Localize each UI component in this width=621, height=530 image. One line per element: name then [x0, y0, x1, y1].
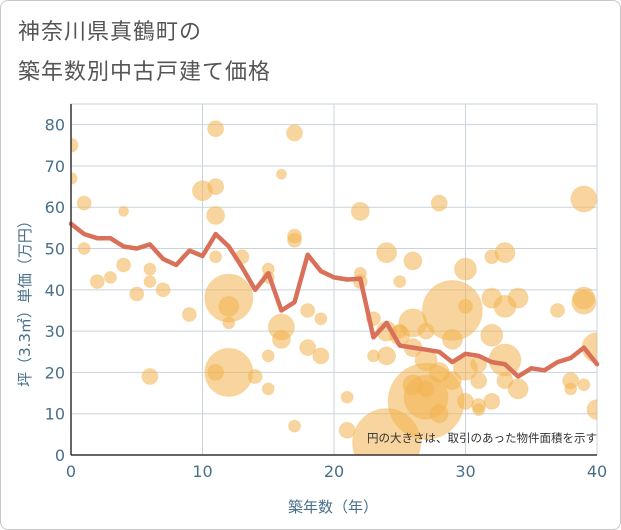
bubble-point [441, 328, 463, 350]
bubble-point [76, 195, 92, 211]
bubble-point [488, 343, 522, 377]
bubble-size-note: 円の大きさは、取引のあった物件面積を示す [367, 431, 597, 445]
bubble-point [507, 287, 529, 309]
bubble-point [271, 329, 291, 349]
bubble-point [143, 275, 157, 289]
bubble-point [470, 372, 488, 390]
bubble-point [340, 390, 354, 404]
x-tick-label: 10 [192, 462, 212, 481]
x-tick-label: 0 [66, 462, 76, 481]
bubble-point [222, 316, 236, 330]
y-tick-label: 60 [45, 198, 65, 217]
bubble-point [430, 194, 448, 212]
bubble-point [89, 274, 105, 290]
chart-title-line1: 神奈川県真鶴町の [18, 20, 203, 45]
bubble-point [403, 251, 423, 271]
y-tick-label: 50 [45, 240, 65, 259]
bubble-point [377, 346, 397, 366]
bubble-point [247, 369, 263, 385]
average-price-line [68, 221, 600, 379]
bubble-point [181, 307, 197, 323]
bubble-point [454, 257, 477, 281]
bubble-point [155, 282, 171, 298]
bubble-point [286, 124, 304, 142]
bubble-point [287, 232, 303, 248]
bubble-point [116, 257, 132, 273]
y-tick-label: 30 [45, 322, 65, 341]
bubble-point [300, 302, 316, 318]
bubble-point [480, 323, 504, 347]
bubble-point [564, 382, 578, 396]
bubble-layer [71, 120, 597, 455]
bubble-point [393, 275, 407, 289]
bubble-point [570, 185, 597, 213]
bubble-point [71, 137, 79, 153]
bubble-point [218, 295, 240, 317]
bubble-point [338, 421, 356, 439]
bubble-point [472, 403, 486, 417]
x-tick-label: 30 [455, 462, 475, 481]
bubble-point [261, 349, 275, 363]
y-tick-label: 0 [55, 446, 65, 465]
bubble-point [550, 302, 566, 318]
y-tick-label: 20 [45, 363, 65, 382]
y-tick-label: 80 [45, 116, 65, 135]
bubble-point [207, 120, 225, 138]
bubble-point [77, 242, 91, 256]
y-tick-label: 40 [45, 281, 65, 300]
x-axis-label: 築年数（年） [288, 498, 378, 516]
bubble-point [118, 205, 130, 217]
y-tick-label: 70 [45, 157, 65, 176]
bubble-point [209, 250, 223, 264]
bubble-point [494, 242, 516, 264]
bubble-point [507, 378, 529, 400]
bubble-point [376, 242, 398, 264]
x-tick-label: 40 [587, 462, 607, 481]
bubble-point [458, 298, 473, 314]
bubble-point [275, 168, 287, 180]
bubble-point [571, 289, 597, 315]
bubble-point [577, 378, 591, 392]
y-axis-label: 坪（3.3㎡）単価（万円） [16, 213, 34, 387]
bubble-point [457, 392, 474, 410]
bubble-point [129, 286, 145, 302]
bubble-point [71, 171, 78, 185]
x-tick-label: 20 [324, 462, 344, 481]
bubble-point [207, 178, 225, 196]
bubble-point [586, 399, 597, 421]
bubble-point [288, 419, 302, 433]
axes-layer: 0 10 20 30 40 50 60 70 80 0 10 20 30 40 [45, 104, 607, 481]
bubble-point [312, 347, 330, 365]
bubble-point [429, 404, 449, 424]
chart-title-line2: 築年数別中古戸建て価格 [18, 60, 272, 85]
bubble-point [299, 339, 317, 357]
bubble-point [206, 205, 226, 225]
bubble-point [314, 312, 328, 326]
bubble-point [261, 382, 275, 396]
bubble-point [483, 392, 501, 410]
bubble-point [350, 201, 370, 221]
bubble-point [143, 262, 157, 276]
line-layer [68, 221, 600, 379]
bubble-point [204, 347, 254, 397]
bubble-point [141, 368, 159, 386]
bubble-point [103, 270, 117, 284]
y-tick-label: 10 [45, 405, 65, 424]
